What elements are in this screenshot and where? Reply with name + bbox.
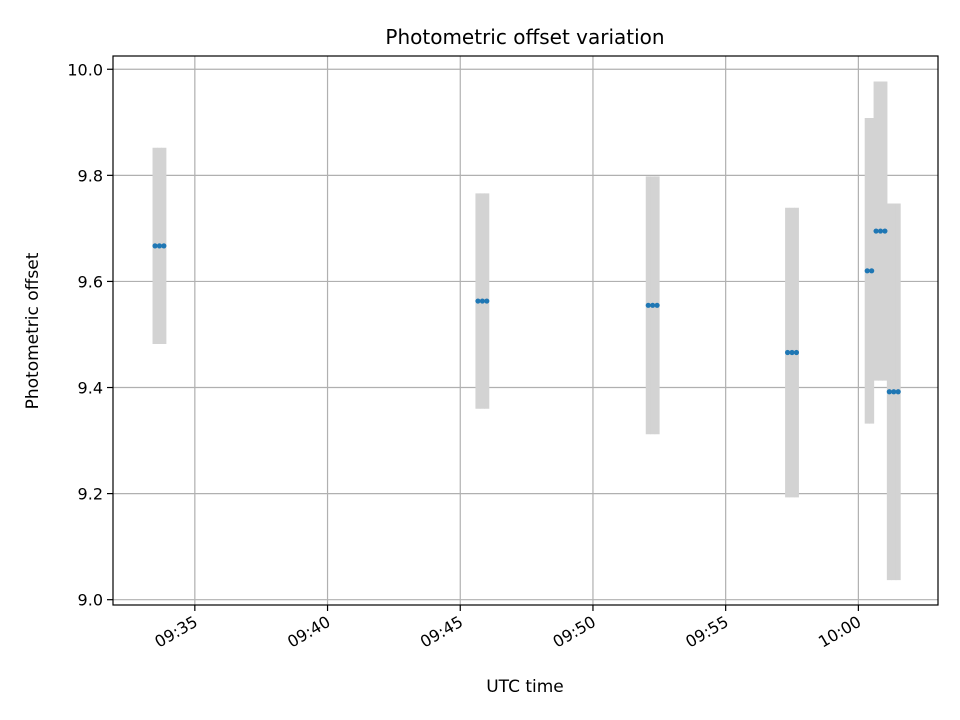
chart-title: Photometric offset variation: [385, 25, 664, 49]
data-point: [484, 298, 490, 304]
data-point: [895, 389, 901, 395]
data-point: [475, 298, 481, 304]
x-axis-label: UTC time: [486, 677, 564, 697]
data-point: [654, 302, 660, 308]
y-tick-label: 9.6: [78, 272, 103, 291]
data-point: [873, 228, 879, 234]
plot-frame: [112, 55, 939, 606]
data-point: [645, 302, 651, 308]
y-axis-ticks: 9.0 9.2 9.4 9.6 9.8 10.0: [67, 60, 113, 610]
data-point: [479, 298, 485, 304]
data-points: [152, 228, 901, 395]
data-point: [161, 243, 167, 249]
data-point: [877, 228, 884, 234]
data-point: [789, 349, 795, 356]
y-tick-label: 9.2: [78, 485, 103, 504]
y-tick-label: 9.4: [78, 379, 103, 398]
data-point: [886, 389, 892, 395]
data-point: [650, 302, 656, 308]
y-tick-label: 9.0: [78, 591, 103, 610]
data-point: [152, 243, 158, 249]
y-tick-label: 10.0: [67, 60, 103, 79]
data-point: [869, 268, 875, 274]
y-axis-label: Photometric offset: [23, 252, 43, 409]
y-tick-label: 9.8: [78, 166, 103, 185]
data-point: [864, 268, 870, 274]
data-point: [784, 349, 791, 356]
data-point: [793, 349, 800, 356]
data-point: [891, 389, 897, 395]
grid: [113, 56, 938, 605]
data-point: [882, 228, 888, 234]
data-point: [156, 243, 163, 249]
